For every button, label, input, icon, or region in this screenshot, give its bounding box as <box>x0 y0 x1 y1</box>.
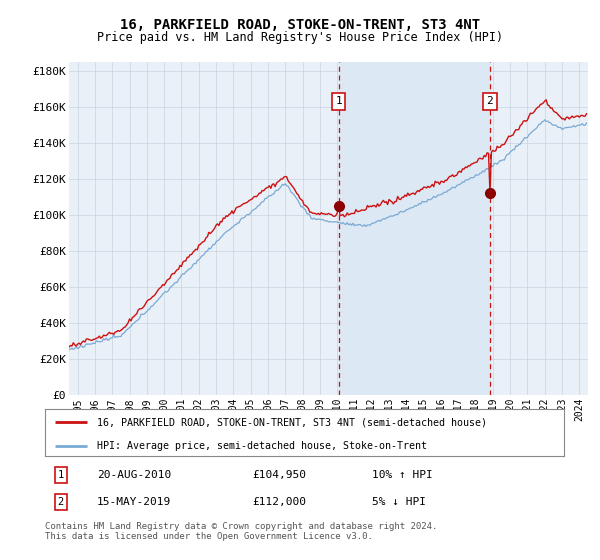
Text: Price paid vs. HM Land Registry's House Price Index (HPI): Price paid vs. HM Land Registry's House … <box>97 31 503 44</box>
Text: 1: 1 <box>335 96 342 106</box>
Text: 5% ↓ HPI: 5% ↓ HPI <box>372 497 426 507</box>
Text: 16, PARKFIELD ROAD, STOKE-ON-TRENT, ST3 4NT: 16, PARKFIELD ROAD, STOKE-ON-TRENT, ST3 … <box>120 18 480 32</box>
Bar <box>338 62 490 395</box>
Text: £112,000: £112,000 <box>253 497 307 507</box>
Text: £104,950: £104,950 <box>253 470 307 480</box>
Text: 2: 2 <box>58 497 64 507</box>
Text: 16, PARKFIELD ROAD, STOKE-ON-TRENT, ST3 4NT (semi-detached house): 16, PARKFIELD ROAD, STOKE-ON-TRENT, ST3 … <box>97 417 487 427</box>
Text: 1: 1 <box>58 470 64 480</box>
Text: 15-MAY-2019: 15-MAY-2019 <box>97 497 171 507</box>
Text: Contains HM Land Registry data © Crown copyright and database right 2024.
This d: Contains HM Land Registry data © Crown c… <box>45 522 437 542</box>
Text: 10% ↑ HPI: 10% ↑ HPI <box>372 470 433 480</box>
Text: 2: 2 <box>487 96 493 106</box>
Text: 20-AUG-2010: 20-AUG-2010 <box>97 470 171 480</box>
Text: HPI: Average price, semi-detached house, Stoke-on-Trent: HPI: Average price, semi-detached house,… <box>97 441 427 451</box>
